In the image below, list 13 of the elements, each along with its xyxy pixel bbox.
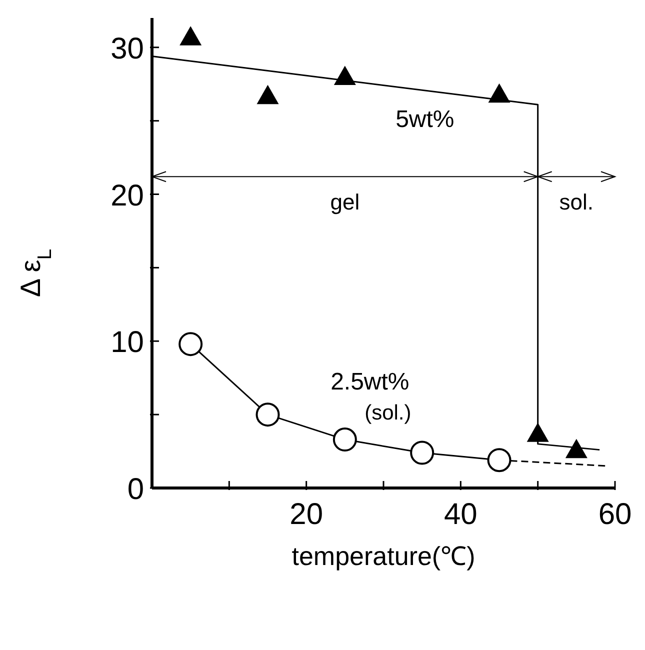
x-tick-label: 60: [598, 498, 632, 531]
y-tick-label: 0: [127, 473, 144, 506]
y-tick-label: 10: [110, 326, 144, 360]
series-label: 2.5wt%: [330, 368, 410, 396]
x-tick-label: 40: [444, 498, 478, 531]
annotation: sol.: [559, 190, 594, 215]
y-tick-label: 20: [110, 179, 144, 212]
x-tick-label: 20: [290, 498, 324, 531]
series-label: 5wt%: [396, 106, 454, 133]
y-tick-label: 30: [110, 32, 144, 66]
annotation: gel: [330, 190, 360, 215]
annotation: (sol.): [364, 402, 412, 425]
x-axis-title: temperature(℃): [292, 541, 476, 571]
